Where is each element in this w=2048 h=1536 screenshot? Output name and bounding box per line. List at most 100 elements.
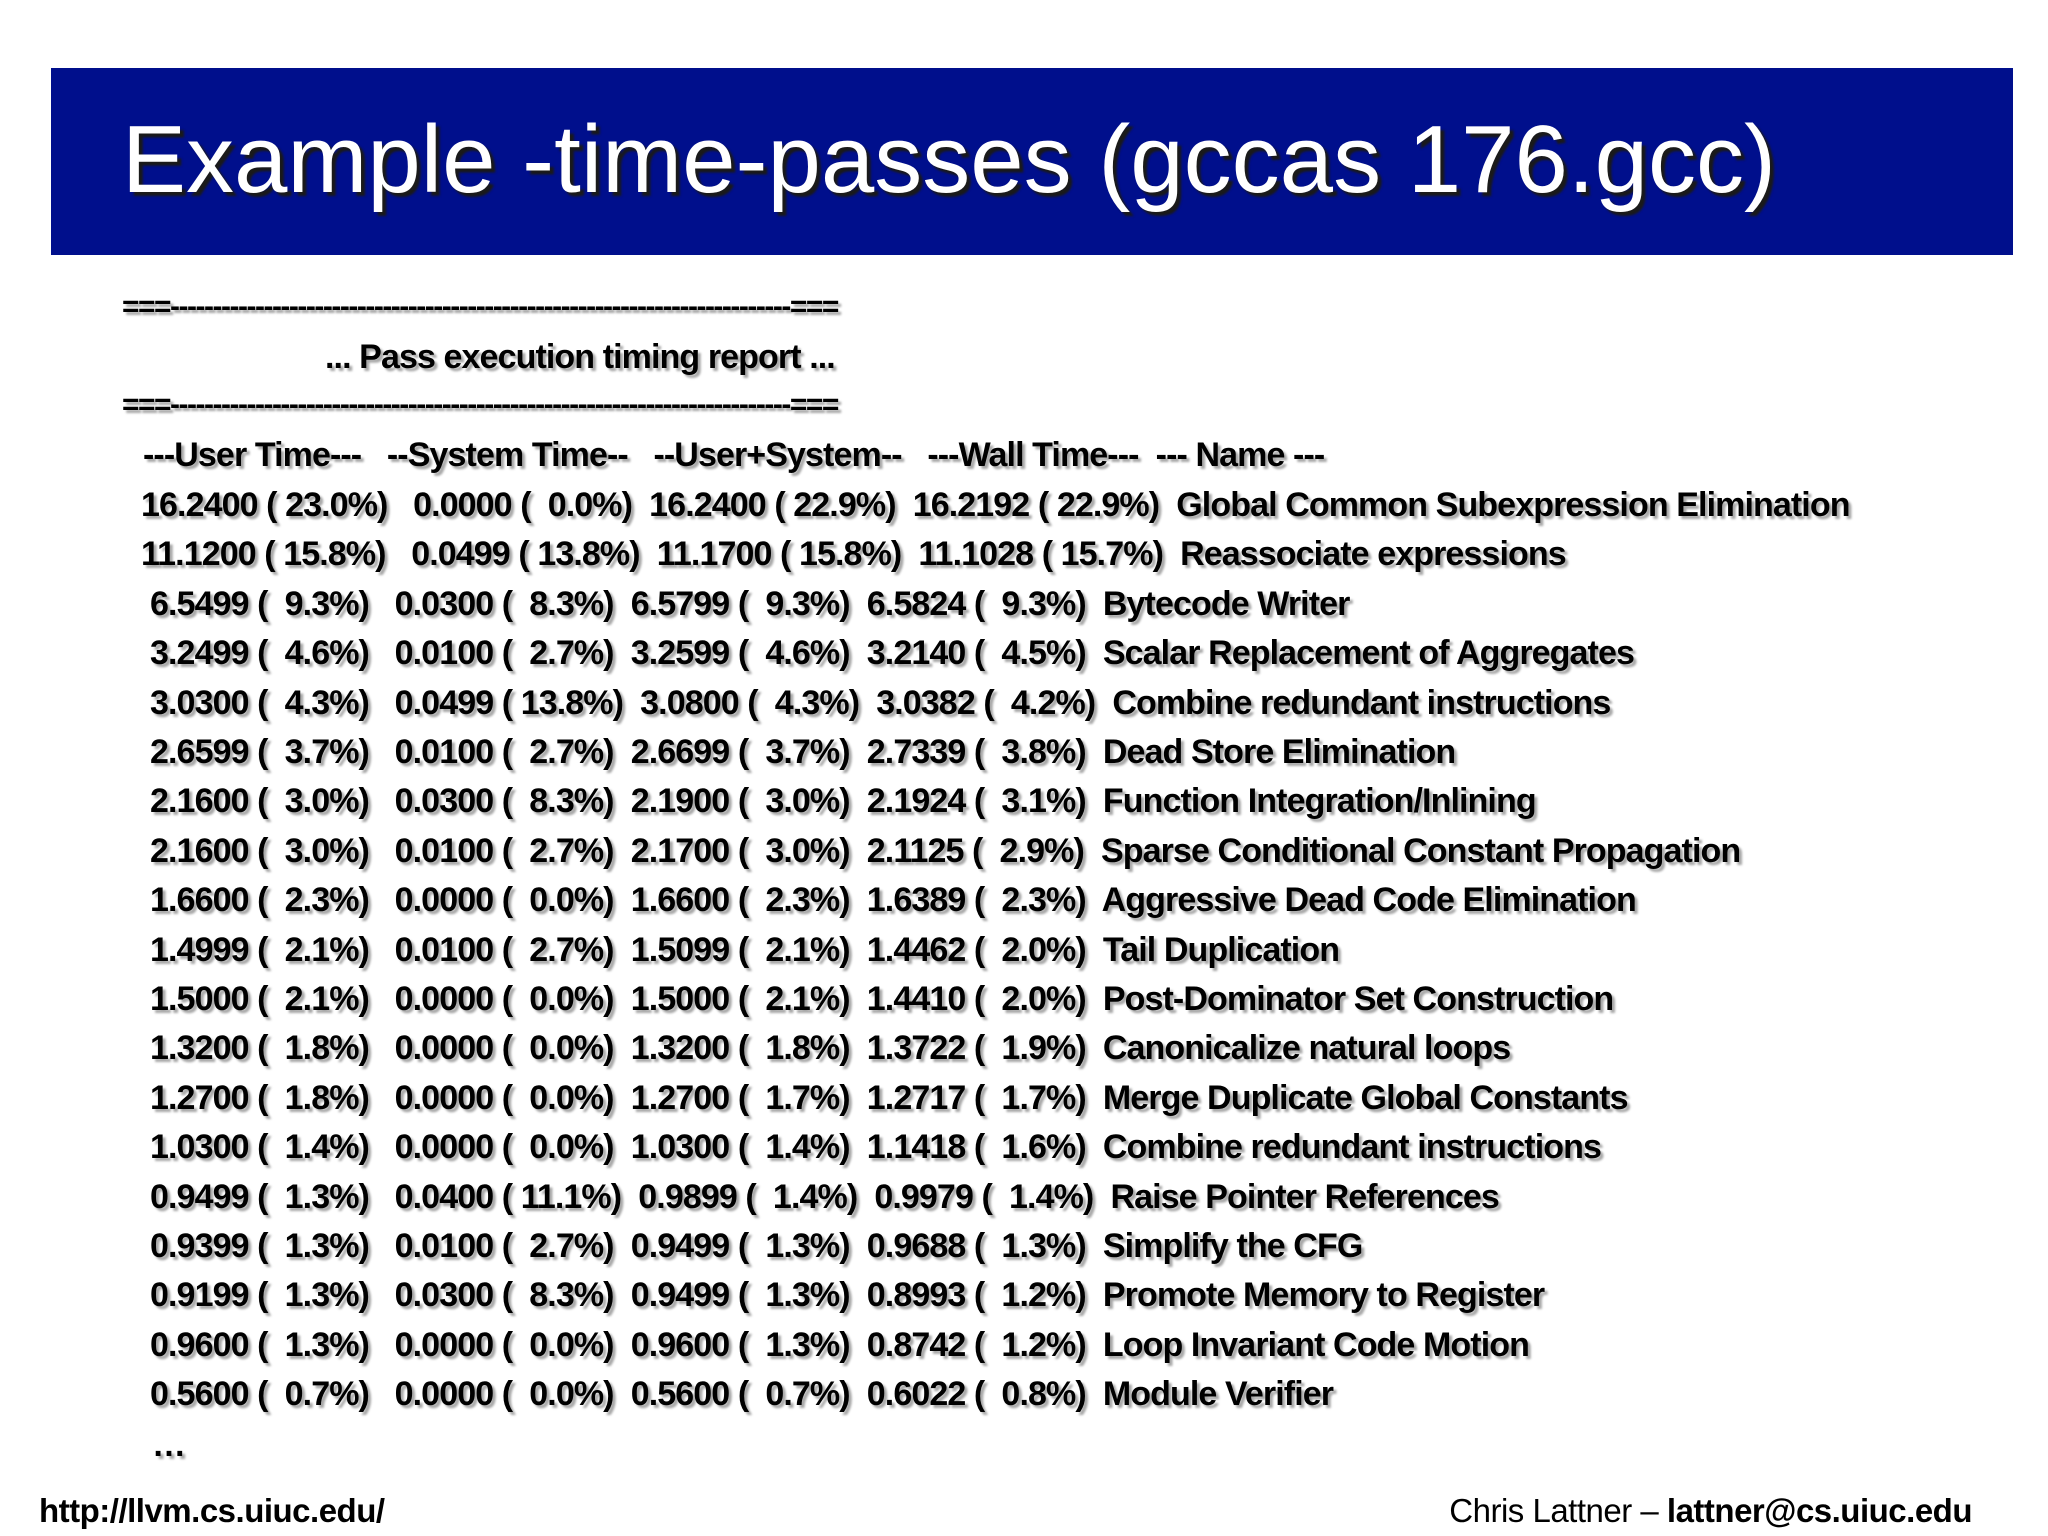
cell-name: Sparse Conditional Constant Propagation [1100,831,1741,870]
cell-wall: 1.3722 ( 1.9%) [866,1029,1087,1068]
table-row: 0.9600 ( 1.3%) 0.0000 ( 0.0%) 0.9600 ( 1… [150,1325,1530,1364]
cell-name: Module Verifier [1102,1375,1334,1414]
cell-user-system: 1.2700 ( 1.7%) [630,1078,851,1117]
table-row: 1.4999 ( 2.1%) 0.0100 ( 2.7%) 1.5099 ( 2… [150,930,1340,969]
cell-user: 1.6600 ( 2.3%) [150,881,370,920]
cell-user: 11.1200 ( 15.8%) [141,535,386,574]
table-row: 1.5000 ( 2.1%) 0.0000 ( 0.0%) 1.5000 ( 2… [150,980,1614,1018]
cell-wall: 2.1924 ( 3.1%) [866,782,1087,821]
cell-wall: 1.4410 ( 2.0%) [866,980,1087,1018]
cell-user-system: 1.0300 ( 1.4%) [630,1128,851,1167]
cell-wall: 16.2192 ( 22.9%) [912,486,1160,524]
cell-name: Loop Invariant Code Motion [1102,1325,1530,1364]
cell-system: 0.0000 ( 0.0%) [394,1078,615,1117]
report-subtitle: ... Pass execution timing report ... [325,338,836,376]
cell-wall: 11.1028 ( 15.7%) [918,535,1163,574]
cell-user-system: 0.9600 ( 1.3%) [630,1325,851,1364]
cell-name: Function Integration/Inlining [1102,782,1537,821]
cell-wall: 0.9979 ( 1.4%) [874,1177,1094,1216]
cell-name: Combine redundant instructions [1112,683,1611,722]
cell-system: 0.0499 ( 13.8%) [411,535,640,574]
cell-system: 0.0000 ( 0.0%) [394,1029,615,1068]
author-name: Chris Lattner – [1449,1492,1667,1529]
cell-user-system: 3.0800 ( 4.3%) [640,683,860,722]
cell-user: 3.2499 ( 4.6%) [150,634,370,673]
table-row: 3.0300 ( 4.3%) 0.0499 ( 13.8%) 3.0800 ( … [150,683,1611,722]
table-row: 1.6600 ( 2.3%) 0.0000 ( 0.0%) 1.6600 ( 2… [150,881,1637,920]
title-bar [51,68,2013,255]
cell-wall: 0.9688 ( 1.3%) [866,1227,1087,1265]
separator-top: ===-------------------------------------… [122,290,839,323]
cell-name: Aggressive Dead Code Elimination [1101,881,1637,920]
cell-wall: 1.6389 ( 2.3%) [866,881,1087,920]
cell-wall: 1.4462 ( 2.0%) [866,930,1087,969]
cell-wall: 0.6022 ( 0.8%) [866,1375,1087,1414]
more-ellipsis: … [152,1426,186,1464]
header-name: --- Name --- [1155,436,1326,474]
cell-name: Combine redundant instructions [1102,1128,1602,1167]
cell-name: Reassociate expressions [1180,535,1567,574]
cell-wall: 1.2717 ( 1.7%) [866,1078,1087,1117]
cell-user-system: 16.2400 ( 22.9%) [649,486,896,524]
cell-user-system: 1.3200 ( 1.8%) [630,1029,851,1068]
cell-system: 0.0000 ( 0.0%) [413,486,633,524]
cell-user-system: 2.6699 ( 3.7%) [630,733,851,771]
cell-wall: 1.1418 ( 1.6%) [866,1128,1087,1167]
cell-system: 0.0499 ( 13.8%) [394,683,624,722]
cell-name: Simplify the CFG [1102,1227,1363,1265]
cell-user-system: 11.1700 ( 15.8%) [656,535,902,574]
table-row: 2.1600 ( 3.0%) 0.0100 ( 2.7%) 2.1700 ( 3… [150,831,1741,870]
cell-system: 0.0100 ( 2.7%) [394,634,615,673]
cell-user: 1.3200 ( 1.8%) [150,1029,370,1068]
cell-system: 0.0000 ( 0.0%) [394,1375,615,1414]
table-row: 0.9199 ( 1.3%) 0.0300 ( 8.3%) 0.9499 ( 1… [150,1276,1545,1315]
cell-name: Merge Duplicate Global Constants [1102,1078,1629,1117]
header-wall-time: ---Wall Time--- [927,436,1139,474]
cell-user: 0.9199 ( 1.3%) [150,1276,370,1315]
cell-name: Scalar Replacement of Aggregates [1102,634,1635,673]
cell-user: 6.5499 ( 9.3%) [150,584,370,623]
cell-user: 0.9600 ( 1.3%) [150,1325,370,1364]
cell-user: 16.2400 ( 23.0%) [141,486,388,524]
cell-name: Promote Memory to Register [1102,1276,1545,1315]
footer-author: Chris Lattner – lattner@cs.uiuc.edu [1449,1492,1972,1530]
cell-user-system: 2.1700 ( 3.0%) [630,831,851,870]
cell-wall: 2.1125 ( 2.9%) [866,831,1085,870]
cell-wall: 3.0382 ( 4.2%) [876,683,1096,722]
cell-user-system: 0.9499 ( 1.3%) [630,1227,851,1265]
cell-system: 0.0400 ( 11.1%) [394,1177,622,1216]
cell-user-system: 3.2599 ( 4.6%) [630,634,851,673]
separator-bottom: ===-------------------------------------… [122,388,839,421]
table-row: 3.2499 ( 4.6%) 0.0100 ( 2.7%) 3.2599 ( 4… [150,634,1635,673]
cell-wall: 3.2140 ( 4.5%) [866,634,1087,673]
cell-system: 0.0300 ( 8.3%) [394,1276,615,1315]
table-row: 11.1200 ( 15.8%) 0.0499 ( 13.8%) 11.1700… [141,535,1567,574]
cell-system: 0.0000 ( 0.0%) [394,980,615,1018]
cell-name: Canonicalize natural loops [1102,1029,1511,1068]
cell-user-system: 0.9499 ( 1.3%) [630,1276,851,1315]
cell-user: 2.6599 ( 3.7%) [150,733,370,771]
cell-name: Raise Pointer References [1110,1177,1499,1216]
author-email: lattner@cs.uiuc.edu [1666,1492,1973,1529]
cell-user: 0.5600 ( 0.7%) [150,1375,370,1414]
table-row: 1.0300 ( 1.4%) 0.0000 ( 0.0%) 1.0300 ( 1… [150,1128,1602,1167]
cell-user: 1.2700 ( 1.8%) [150,1078,370,1117]
cell-system: 0.0100 ( 2.7%) [394,831,615,870]
cell-user: 2.1600 ( 3.0%) [150,831,370,870]
column-headers: ---User Time--- --System Time-- --User+S… [143,436,1326,474]
cell-system: 0.0100 ( 2.7%) [394,1227,615,1265]
table-row: 1.2700 ( 1.8%) 0.0000 ( 0.0%) 1.2700 ( 1… [150,1081,1628,1115]
table-row: 0.5600 ( 0.7%) 0.0000 ( 0.0%) 0.5600 ( 0… [150,1375,1334,1414]
cell-name: Global Common Subexpression Elimination [1176,486,1850,524]
cell-user: 1.5000 ( 2.1%) [150,980,370,1018]
cell-user: 3.0300 ( 4.3%) [150,683,370,722]
table-row: 1.3200 ( 1.8%) 0.0000 ( 0.0%) 1.3200 ( 1… [150,1029,1511,1068]
table-row: 0.9399 ( 1.3%) 0.0100 ( 2.7%) 0.9499 ( 1… [150,1227,1363,1265]
cell-system: 0.0000 ( 0.0%) [394,881,615,920]
cell-user: 1.4999 ( 2.1%) [150,930,370,969]
cell-name: Bytecode Writer [1102,584,1351,623]
slide-title: Example -time-passes (gccas 176.gcc) [122,106,1776,213]
cell-user-system: 1.6600 ( 2.3%) [630,881,851,920]
table-row: 16.2400 ( 23.0%) 0.0000 ( 0.0%) 16.2400 … [141,488,1850,522]
cell-user-system: 6.5799 ( 9.3%) [630,584,851,623]
